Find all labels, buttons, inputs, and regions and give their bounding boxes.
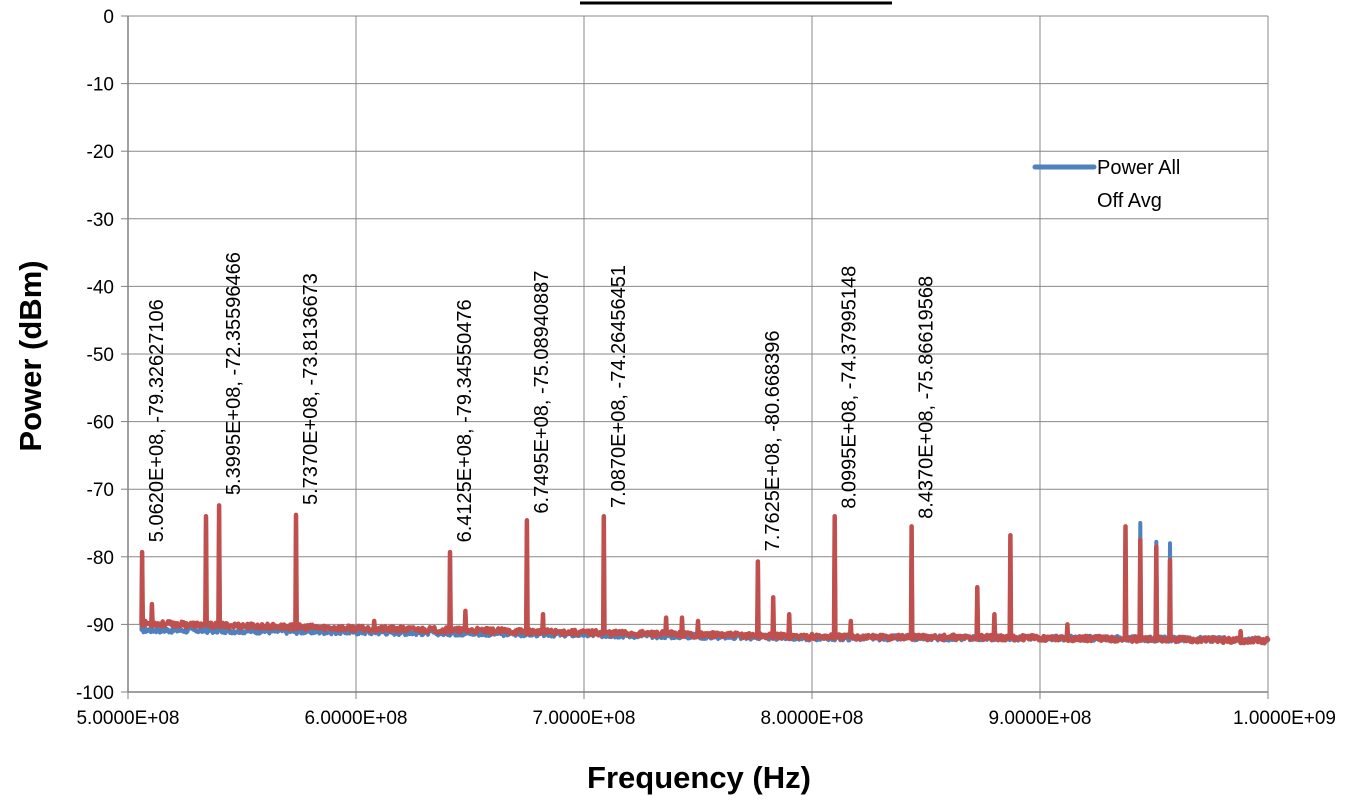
peak-annotation: 5.0620E+08, -79.32627106	[146, 299, 168, 542]
y-tick-label: -80	[87, 548, 114, 569]
peak-annotation: 7.7625E+08, -80.668396	[762, 331, 784, 552]
legend-label-line1: Power All	[1097, 157, 1180, 179]
peak-annotation: 5.7370E+08, -73.8136673	[300, 273, 322, 505]
peak-annotation: 5.3995E+08, -72.35596466	[223, 252, 245, 495]
x-tick-label: 7.0000E+08	[532, 708, 635, 729]
y-tick-label: -100	[76, 683, 114, 704]
y-tick-label: 0	[103, 7, 114, 28]
peak-annotation: 7.0870E+08, -74.26456451	[608, 265, 630, 508]
x-axis-title: Frequency (Hz)	[587, 760, 811, 795]
peak-annotations: 5.0620E+08, -79.32627106 5.3995E+08, -72.…	[146, 252, 938, 552]
y-tick-label: -20	[87, 142, 114, 163]
y-tick-label: -40	[87, 277, 114, 298]
y-tick-label: -60	[87, 413, 114, 434]
x-tick-label: 1.0000E+09	[1233, 708, 1336, 729]
y-tick-label: -30	[87, 210, 114, 231]
peak-annotation: 8.0995E+08, -74.37995148	[839, 266, 861, 509]
x-tick-label: 5.0000E+08	[76, 708, 179, 729]
axes: 0 -10 -20 -30 -40 -50 -60 -70 -80 -90 -100 5.0000E+…	[76, 7, 1336, 729]
y-tick-label: -50	[87, 345, 114, 366]
x-tick-label: 9.0000E+08	[988, 708, 1091, 729]
y-tick-label: -70	[87, 480, 114, 501]
peak-annotation: 8.4370E+08, -75.86619568	[916, 276, 938, 519]
x-tick-label: 8.0000E+08	[760, 708, 863, 729]
series-line-unnamed	[139, 503, 1271, 646]
y-tick-label: -10	[87, 75, 114, 96]
y-axis-title: Power (dBm)	[13, 260, 48, 451]
grid-lines	[128, 15, 1269, 692]
legend-label-line2: Off Avg	[1097, 190, 1162, 212]
peak-annotation: 6.7495E+08, -75.08940887	[531, 271, 553, 514]
peak-annotation: 6.4125E+08, -79.34550476	[454, 299, 476, 542]
legend: Power All Off Avg	[1032, 157, 1180, 212]
series-layer	[139, 503, 1271, 646]
y-tick-label: -90	[87, 615, 114, 636]
x-tick-label: 6.0000E+08	[304, 708, 407, 729]
